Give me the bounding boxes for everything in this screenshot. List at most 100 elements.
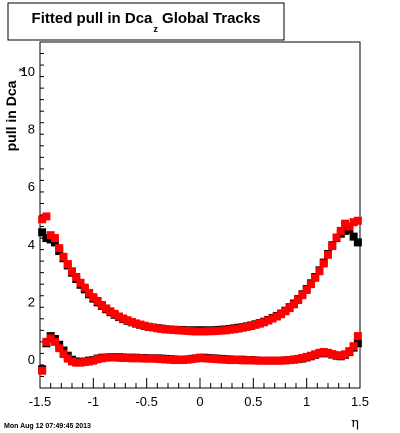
data-point xyxy=(324,348,332,357)
data-point xyxy=(255,319,264,328)
data-point xyxy=(183,326,192,335)
data-point xyxy=(153,324,162,333)
data-point xyxy=(285,304,294,313)
data-point xyxy=(196,327,204,336)
y-tick-label: 6 xyxy=(28,179,35,194)
data-point xyxy=(336,351,345,360)
data-point xyxy=(102,304,111,313)
data-point xyxy=(106,353,115,362)
data-point xyxy=(332,233,341,242)
data-point xyxy=(225,356,234,365)
x-axis: -1.5 -1 -0.5 0 0.5 1 1.5 xyxy=(29,378,369,409)
series-red-1 xyxy=(38,212,362,336)
data-point xyxy=(242,322,251,331)
y-axis-label-main: pull in Dca xyxy=(3,80,19,151)
data-point xyxy=(166,355,175,364)
data-point xyxy=(289,355,298,364)
data-point xyxy=(251,356,260,365)
data-point xyxy=(170,356,179,365)
data-point xyxy=(42,337,51,346)
data-point xyxy=(349,342,358,351)
x-tick-label: -1.5 xyxy=(29,394,51,409)
x-tick-label: 1.5 xyxy=(351,394,369,409)
data-point xyxy=(208,354,217,363)
data-point xyxy=(353,216,362,225)
data-point xyxy=(277,356,286,365)
data-point xyxy=(281,356,290,365)
data-point xyxy=(234,324,243,333)
data-point xyxy=(102,353,111,362)
data-point xyxy=(341,350,350,359)
data-point xyxy=(140,321,149,330)
data-point xyxy=(281,307,290,316)
data-point xyxy=(225,325,234,334)
data-point xyxy=(46,235,55,244)
data-point xyxy=(72,272,81,281)
data-point xyxy=(217,326,226,335)
data-point xyxy=(38,228,47,237)
timestamp: Mon Aug 12 07:49:45 2013 xyxy=(4,423,91,430)
data-point xyxy=(221,326,230,335)
data-point xyxy=(157,324,166,333)
data-point xyxy=(72,358,81,367)
data-point xyxy=(204,327,213,336)
data-point xyxy=(149,354,158,363)
data-point xyxy=(204,354,213,363)
title-box xyxy=(7,2,285,41)
data-point xyxy=(332,351,341,360)
data-point xyxy=(242,356,251,365)
series-red-3 xyxy=(38,332,362,375)
data-point xyxy=(311,350,320,359)
data-point xyxy=(140,354,149,363)
data-point xyxy=(302,352,311,361)
data-point xyxy=(191,354,200,363)
data-point xyxy=(97,300,106,309)
data-point xyxy=(247,356,256,365)
data-point xyxy=(119,314,128,323)
data-point xyxy=(319,259,328,268)
y-tick-label: 2 xyxy=(28,295,35,310)
data-point xyxy=(221,355,230,364)
data-point xyxy=(268,314,277,323)
data-point xyxy=(311,273,320,282)
y-tick-label: 0 xyxy=(28,352,35,367)
data-point xyxy=(50,337,59,346)
y-tick-label: 8 xyxy=(28,122,35,137)
data-point xyxy=(268,356,277,365)
data-point xyxy=(46,334,55,343)
data-point xyxy=(157,355,166,364)
data-point xyxy=(63,260,72,269)
data-point xyxy=(110,309,119,318)
data-point xyxy=(132,354,140,363)
y-tick-label: 10 xyxy=(21,64,35,79)
data-point xyxy=(315,267,324,276)
data-point xyxy=(161,355,170,364)
data-point xyxy=(89,356,98,365)
data-point xyxy=(153,354,162,363)
data-point xyxy=(68,267,76,276)
data-point xyxy=(38,215,47,224)
data-point xyxy=(353,238,362,247)
data-point xyxy=(119,354,128,363)
data-point xyxy=(127,317,136,326)
data-point xyxy=(255,356,264,365)
title-main: Fitted pull in Dca xyxy=(32,10,153,27)
data-point xyxy=(59,349,68,358)
data-point xyxy=(324,250,332,259)
data-point xyxy=(55,244,64,253)
data-point xyxy=(97,354,106,363)
data-point xyxy=(106,307,115,316)
data-point xyxy=(144,354,153,363)
data-point xyxy=(93,355,102,364)
data-point xyxy=(38,366,47,375)
data-point xyxy=(174,326,183,335)
data-point xyxy=(123,316,132,325)
data-point xyxy=(132,319,140,328)
data-point xyxy=(63,354,72,363)
data-point xyxy=(76,278,85,287)
data-point xyxy=(260,356,268,365)
data-point xyxy=(46,231,55,240)
data-point xyxy=(200,327,209,336)
data-point xyxy=(260,318,268,327)
